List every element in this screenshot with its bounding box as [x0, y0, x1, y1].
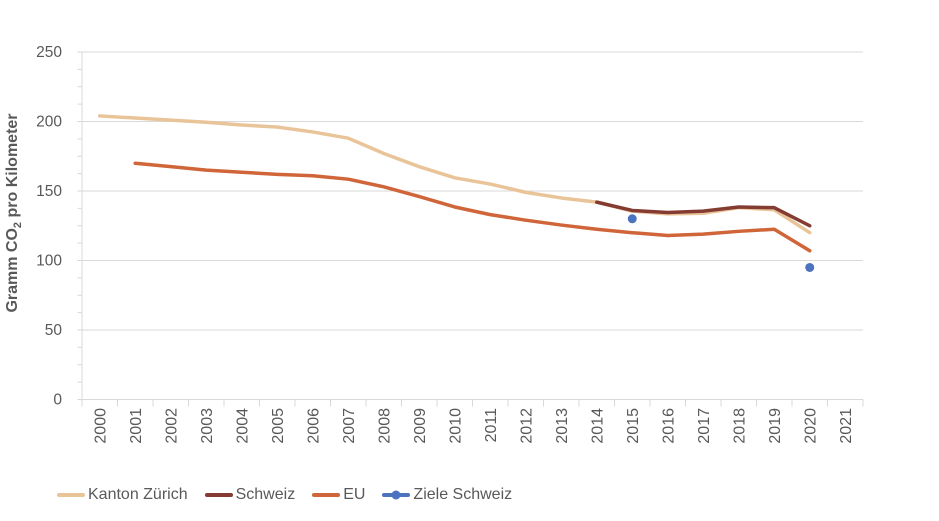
x-tick-label: 2017 [696, 408, 713, 444]
x-tick-label: 2005 [270, 408, 287, 444]
legend-line-swatch-icon [204, 493, 233, 497]
legend-label: EU [343, 486, 366, 503]
x-tick-label: 2009 [412, 408, 429, 444]
series-line-eu [133, 161, 812, 253]
y-tick-label: 100 [36, 253, 62, 270]
y-tick-label: 200 [36, 114, 62, 131]
x-tick-label: 2004 [234, 408, 251, 444]
legend-label: Ziele Schweiz [413, 486, 513, 503]
x-tick-label: 2001 [128, 408, 145, 444]
x-tick-label: 2021 [838, 408, 855, 444]
x-tick-label: 2014 [589, 408, 606, 444]
legend-label: Schweiz [235, 486, 296, 503]
x-tick-label: 2020 [802, 408, 819, 444]
x-tick-label: 2016 [660, 408, 677, 444]
y-tick-label: 150 [36, 183, 62, 200]
y-tick-label: 0 [53, 392, 62, 409]
y-axis-title-pre: Gramm CO [4, 228, 21, 313]
x-tick-label: 2000 [92, 408, 109, 444]
x-tick-label: 2010 [447, 408, 464, 444]
legend-item-eu: EU [312, 486, 365, 504]
y-axis-title-sub: 2 [12, 221, 25, 229]
legend: Kanton Zürich Schweiz EU Ziele Schweiz [57, 483, 512, 507]
legend-line-swatch-icon [312, 493, 341, 497]
series-line-schweiz [595, 200, 812, 228]
legend-line-dot-swatch-icon [382, 490, 411, 500]
x-tick-label: 2015 [625, 408, 642, 444]
x-tick-label: 2019 [767, 408, 784, 444]
x-tick-label: 2006 [305, 408, 322, 444]
x-tick-label: 2008 [376, 408, 393, 444]
y-axis-title-post: pro Kilometer [4, 113, 21, 222]
x-tick-label: 2012 [518, 408, 535, 444]
y-axis-title: Gramm CO2 pro Kilometer [2, 33, 24, 393]
x-tick-label: 2002 [163, 408, 180, 444]
legend-line-swatch-icon [57, 493, 85, 497]
x-tick-label: 2003 [199, 408, 216, 444]
legend-label: Kanton Zürich [88, 486, 188, 503]
y-tick-label: 250 [36, 44, 62, 61]
x-tick-label: 2011 [483, 408, 500, 443]
data-point-ziele-schweiz [805, 262, 815, 272]
data-point-ziele-schweiz [627, 214, 637, 224]
legend-item-ziele-schweiz: Ziele Schweiz [382, 486, 512, 504]
x-tick-label: 2007 [341, 408, 358, 444]
x-tick-label: 2013 [554, 408, 571, 444]
x-tick-label: 2018 [731, 408, 748, 444]
legend-item-kanton-zuerich: Kanton Zürich [57, 486, 188, 504]
series-line-kanton-z-rich [98, 114, 812, 235]
legend-item-schweiz: Schweiz [204, 486, 296, 504]
y-tick-label: 50 [45, 322, 63, 339]
